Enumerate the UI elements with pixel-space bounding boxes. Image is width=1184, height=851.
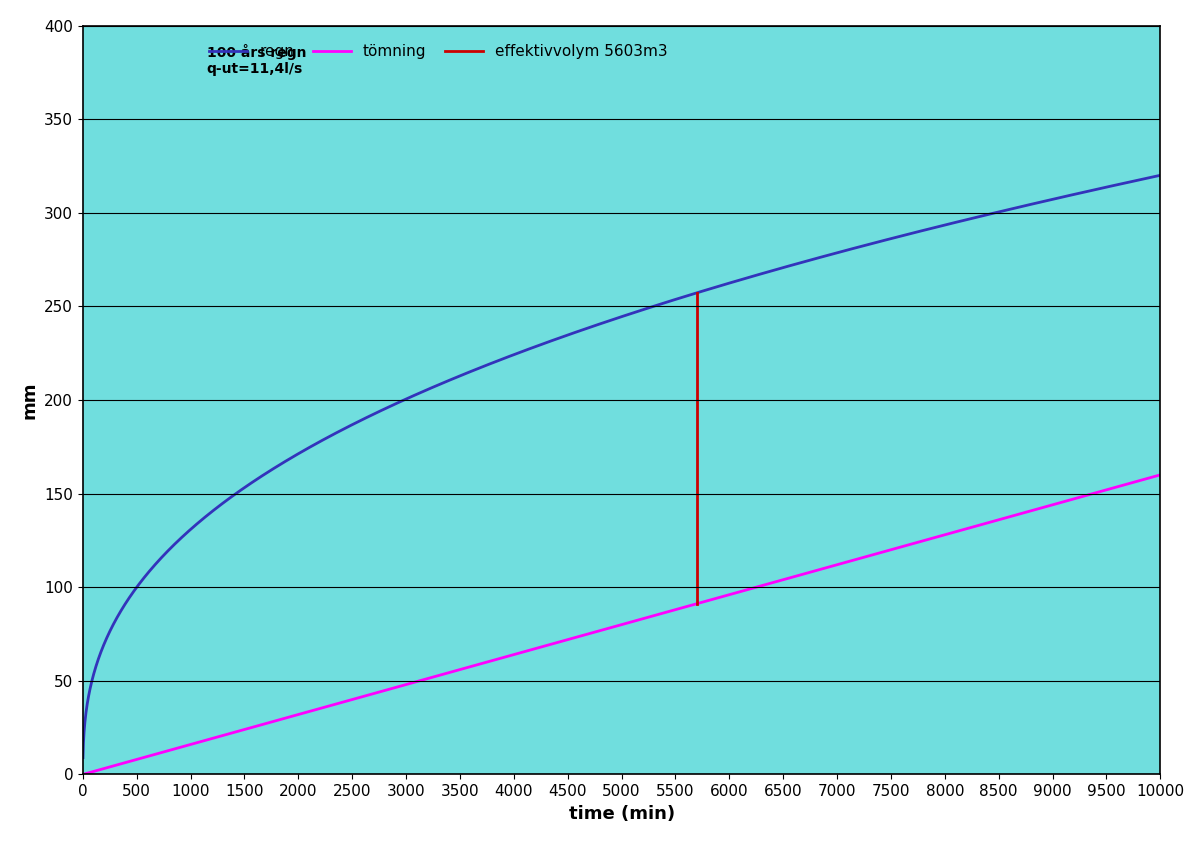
X-axis label: time (min): time (min) [568, 805, 675, 823]
Y-axis label: mm: mm [20, 381, 39, 419]
Text: 100 års regn
q-ut=11,4l/s: 100 års regn q-ut=11,4l/s [207, 44, 307, 77]
Legend: regn, tömning, effektivvolym 5603m3: regn, tömning, effektivvolym 5603m3 [210, 44, 668, 60]
